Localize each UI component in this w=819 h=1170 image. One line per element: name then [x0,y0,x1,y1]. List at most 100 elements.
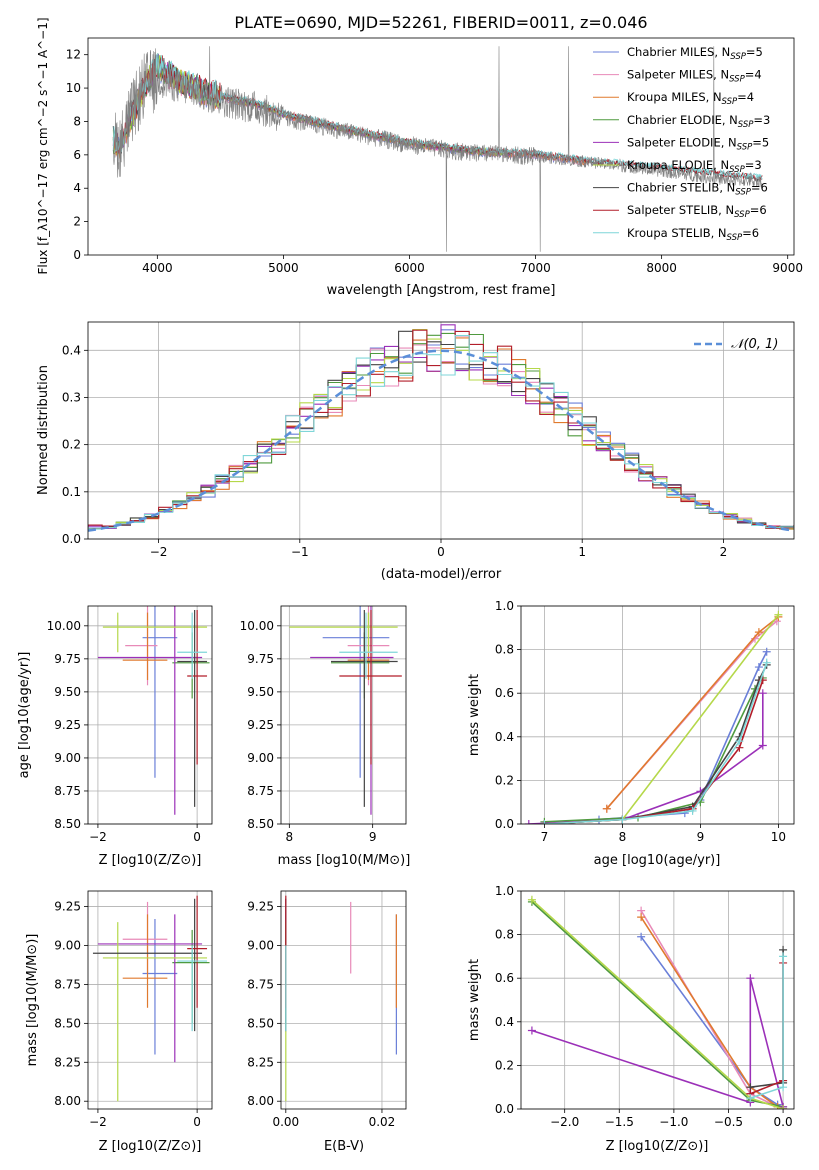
weight-marker [637,932,646,941]
weight-line-kroupa-stelib [544,662,768,824]
massz-y-tick-label: 9.00 [54,939,81,953]
weight-marker [527,895,536,904]
ebv-y-tick-label: 8.50 [247,1016,274,1030]
ebv-y-tick-label: 8.75 [247,977,274,991]
agez-y-tick-label: 9.75 [54,652,81,666]
legend-subscript: SSP [729,165,745,175]
histogram-kroupa-stelib [88,335,794,530]
residuals-gaussian [88,349,794,532]
weight-vs-age-y-label: mass weight [467,674,482,756]
wage-y-tick-label: 0.0 [495,817,514,831]
res-x-tick-label: −2 [150,545,168,559]
weight-line-kroupa-miles [606,616,779,810]
mass-vs-ebv-frame [280,890,407,1110]
spec-y-tick-label: 6 [73,148,81,162]
residuals-y-label: Normed distribution [36,365,51,495]
legend-count: =3 [745,158,762,172]
weight-line-salpeter-miles [640,910,784,1109]
wz-x-tick-label: −1.0 [659,1115,688,1129]
weight-marker [758,689,767,698]
spec-y-tick-label: 12 [66,48,81,62]
res-x-tick-label: 0 [437,545,445,559]
mass-vs-z-x-label: Z [log10(Z/Z⊙)] [99,1139,202,1154]
res-y-tick-label: 0.1 [62,485,81,499]
agem-y-tick-label: 9.25 [247,718,274,732]
legend-count: =6 [751,181,768,195]
weight-marker [735,737,744,746]
ebv-x-tick-label: 0.02 [369,1115,396,1129]
residuals-histograms [88,324,794,530]
weight-marker [602,804,611,813]
legend-subscript: SSP [738,120,754,130]
res-x-tick-label: −1 [291,545,309,559]
spectrum-data-line [112,46,763,252]
agez-y-tick-label: 9.50 [54,685,81,699]
spectrum-legend: Chabrier MILES, NSSP=5 Salpeter MILES, NS… [593,45,770,243]
wage-x-tick-label: 9 [697,830,705,844]
weight-marker [762,658,771,667]
wage-y-tick-label: 0.8 [495,643,514,657]
agez-x-tick-label: −2 [89,830,107,844]
spectrum-panel: 4000 5000 6000 7000 8000 9000 0 2 4 6 8 10 12 Chabr… [36,17,803,298]
observed-spectrum-line [112,46,763,252]
residuals-panel: −2 −1 0 1 2 0.0 0.1 0.2 0.3 0.4 𝒩(0, 1) (data-mo… [36,321,795,582]
agem-y-tick-label: 9.50 [247,685,274,699]
massz-x-tick-label: 0 [193,1115,201,1129]
res-x-tick-label: 2 [720,545,728,559]
wage-x-tick-label: 7 [541,830,549,844]
mass-vs-ebv-errorbars [285,895,397,1102]
weight-marker [754,663,763,672]
weight-vs-age-x-ticks: 7 8 9 10 [541,824,786,844]
legend-count: =5 [746,45,763,59]
age-vs-mass-y-ticks: 8.50 8.75 9.00 9.25 9.50 9.75 10.00 [240,619,281,831]
agez-y-tick-label: 10.00 [47,619,81,633]
legend-count: =6 [750,203,767,217]
agem-x-tick-label: 9 [369,830,377,844]
wage-y-tick-label: 1.0 [495,599,514,613]
weight-line-salpeter-elodie [531,978,784,1109]
weight-marker [637,913,646,922]
weight-vs-age-y-ticks: 0.0 0.2 0.4 0.6 0.8 1.0 [495,599,521,831]
spectrum-x-ticks: 4000 5000 6000 7000 8000 9000 [142,255,803,275]
spec-y-tick-label: 2 [73,215,81,229]
spectrum-frame [87,37,795,256]
weight-vs-age-panel: 7 8 9 10 0.0 0.2 0.4 0.6 0.8 1.0 age [log10(age/… [467,599,795,868]
mass-vs-ebv-x-ticks: 0.00 0.02 [272,1109,395,1129]
massz-y-tick-label: 9.25 [54,900,81,914]
ebv-x-tick-label: 0.00 [272,1115,299,1129]
weight-vs-age-lines [524,610,783,824]
wz-y-tick-label: 0.4 [495,1015,514,1029]
gaussian-curve [88,349,794,532]
weight-line-kroupa-elodie [544,614,780,824]
spec-y-tick-label: 10 [66,81,81,95]
weight-marker [746,974,755,983]
legend-subscript: SSP [737,142,753,152]
agez-y-tick-label: 8.50 [54,817,81,831]
wage-x-tick-label: 10 [771,830,786,844]
spec-x-tick-label: 5000 [268,261,299,275]
mass-vs-ebv-panel: 0.00 0.02 8.00 8.25 8.50 8.75 9.00 9.25 E(B-V) [247,890,407,1154]
wage-x-tick-label: 8 [619,830,627,844]
spec-x-tick-label: 4000 [142,261,173,275]
wage-y-tick-label: 0.2 [495,773,514,787]
wz-x-tick-label: −0.5 [714,1115,743,1129]
mass-vs-z-y-ticks: 8.00 8.25 8.50 8.75 9.00 9.25 [54,900,88,1108]
weight-line-chabrier-stelib [750,949,784,1088]
agem-y-tick-label: 9.00 [247,751,274,765]
legend-entry: Salpeter MILES, NSSP=4 [627,68,762,85]
residuals-x-ticks: −2 −1 0 1 2 [150,539,727,559]
massz-y-tick-label: 8.75 [54,977,81,991]
legend-subscript: SSP [722,97,738,107]
agez-y-tick-label: 9.25 [54,718,81,732]
weight-vs-age-frame [520,605,795,825]
res-y-tick-label: 0.2 [62,438,81,452]
spec-y-tick-label: 8 [73,114,81,128]
agez-x-tick-label: 0 [193,830,201,844]
age-vs-z-x-ticks: −2 0 [89,824,201,844]
massz-y-tick-label: 8.25 [54,1055,81,1069]
weight-marker [758,741,767,750]
mass-vs-z-frame [87,890,213,1110]
age-vs-mass-grid [281,606,406,825]
agem-x-tick-label: 8 [286,830,294,844]
mass-vs-z-y-label: mass [log10(M/M⊙)] [25,934,40,1067]
